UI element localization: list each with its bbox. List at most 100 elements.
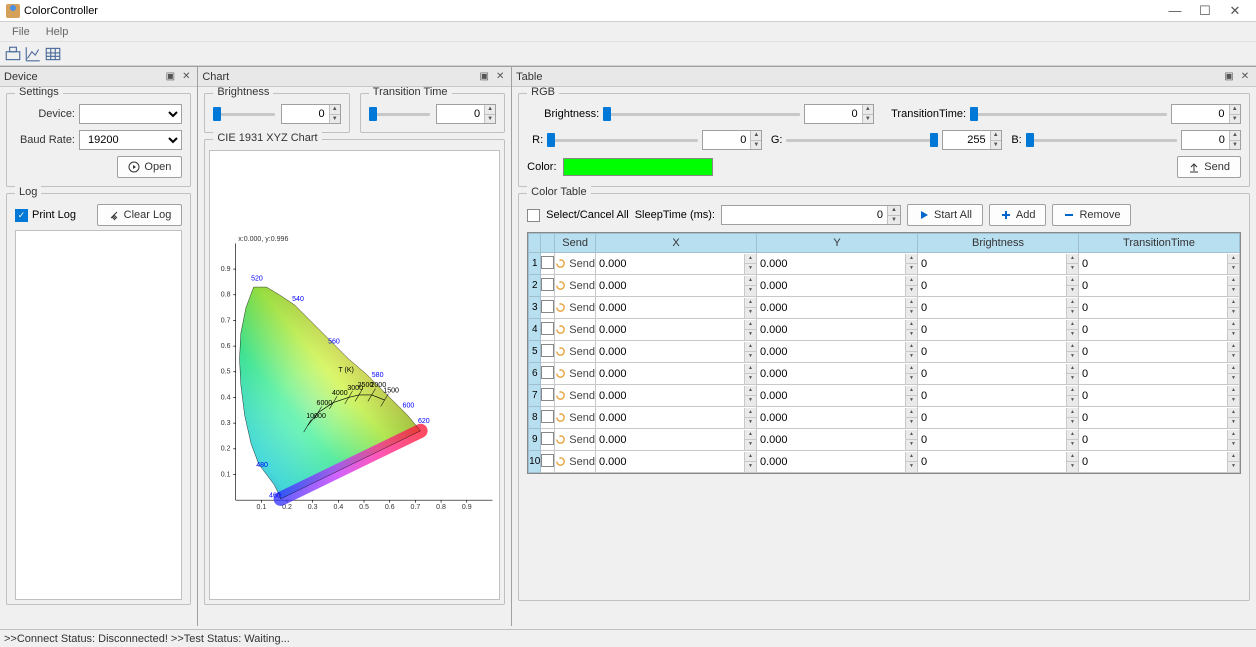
b-spinner[interactable]: ▲▼ [1181, 130, 1241, 150]
print-log-label: Print Log [32, 209, 76, 221]
g-spinner[interactable]: ▲▼ [942, 130, 1002, 150]
maximize-button[interactable]: ☐ [1190, 1, 1220, 21]
transition-slider[interactable] [369, 105, 430, 123]
minimize-button[interactable]: — [1160, 1, 1190, 21]
brightness-spinner[interactable]: ▲▼ [281, 104, 341, 124]
tool-config-icon[interactable] [4, 45, 22, 63]
plus-icon [1000, 209, 1012, 221]
menu-file[interactable]: File [4, 24, 38, 40]
row-checkbox[interactable] [541, 300, 554, 313]
rgb-transition-slider[interactable] [970, 105, 1167, 123]
color-grid[interactable]: SendXYBrightnessTransitionTime1Send▲▼▲▼▲… [527, 232, 1241, 474]
row-send-button[interactable]: Send [555, 434, 595, 446]
row-send-button[interactable]: Send [555, 368, 595, 380]
chart-panel: Chart ▣ ✕ Brightness ▲▼ [198, 67, 512, 626]
colortable-title: Color Table [527, 186, 590, 198]
row-checkbox[interactable] [541, 388, 554, 401]
cie-chart[interactable]: x:0.000, y:0.9960.10.20.30.40.50.60.70.8… [209, 150, 500, 600]
rgb-send-button[interactable]: Send [1177, 156, 1241, 178]
svg-text:4000: 4000 [332, 390, 348, 397]
row-checkbox[interactable] [541, 454, 554, 467]
row-send-button[interactable]: Send [555, 258, 595, 270]
device-label: Device: [15, 108, 75, 120]
chart-panel-close-icon[interactable]: ✕ [493, 70, 507, 84]
row-send-button[interactable]: Send [555, 324, 595, 336]
row-checkbox[interactable] [541, 432, 554, 445]
rgb-transition-label: TransitionTime: [878, 108, 966, 120]
rgb-group: RGB Brightness: ▲▼ TransitionTime: ▲▼ R:… [518, 93, 1250, 187]
svg-text:0.6: 0.6 [221, 343, 231, 350]
g-slider[interactable] [786, 131, 937, 149]
row-checkbox[interactable] [541, 410, 554, 423]
add-button[interactable]: Add [989, 204, 1047, 226]
transition-group: Transition Time ▲▼ [360, 93, 505, 133]
device-panel-float-icon[interactable]: ▣ [163, 70, 177, 84]
svg-text:600: 600 [403, 403, 415, 410]
open-button-label: Open [144, 161, 171, 173]
status-text: >>Connect Status: Disconnected! >>Test S… [4, 633, 290, 645]
svg-text:0.9: 0.9 [221, 266, 231, 273]
svg-text:T (K): T (K) [339, 367, 355, 374]
row-checkbox[interactable] [541, 256, 554, 269]
device-select[interactable] [79, 104, 182, 124]
settings-group: Settings Device: Baud Rate: 19200 Open [6, 93, 191, 187]
svg-text:0.2: 0.2 [221, 446, 231, 453]
row-send-button[interactable]: Send [555, 412, 595, 424]
r-slider[interactable] [547, 131, 698, 149]
row-send-button[interactable]: Send [555, 456, 595, 468]
transition-spinner[interactable]: ▲▼ [436, 104, 496, 124]
row-send-button[interactable]: Send [555, 302, 595, 314]
b-slider[interactable] [1026, 131, 1177, 149]
r-spinner[interactable]: ▲▼ [702, 130, 762, 150]
row-send-button[interactable]: Send [555, 280, 595, 292]
sleeptime-label: SleepTime (ms): [635, 209, 715, 221]
add-label: Add [1016, 209, 1036, 221]
brightness-group: Brightness ▲▼ [204, 93, 349, 133]
startall-button[interactable]: Start All [907, 204, 983, 226]
transition-title: Transition Time [369, 87, 452, 98]
row-send-button[interactable]: Send [555, 346, 595, 358]
select-all-checkbox[interactable] [527, 209, 540, 222]
print-log-checkbox[interactable]: ✓ [15, 209, 28, 222]
statusbar: >>Connect Status: Disconnected! >>Test S… [0, 629, 1256, 647]
close-button[interactable]: ✕ [1220, 1, 1250, 21]
rgb-brightness-slider[interactable] [603, 105, 800, 123]
rgb-brightness-spinner[interactable]: ▲▼ [804, 104, 874, 124]
chart-panel-float-icon[interactable]: ▣ [477, 70, 491, 84]
table-panel-float-icon[interactable]: ▣ [1222, 70, 1236, 84]
row-checkbox[interactable] [541, 278, 554, 291]
svg-text:0.7: 0.7 [221, 317, 231, 324]
svg-text:0.4: 0.4 [221, 394, 231, 401]
open-button[interactable]: Open [117, 156, 182, 178]
tool-table-icon[interactable] [44, 45, 62, 63]
svg-text:10000: 10000 [307, 413, 327, 420]
row-checkbox[interactable] [541, 322, 554, 335]
row-send-button[interactable]: Send [555, 390, 595, 402]
menu-help[interactable]: Help [38, 24, 77, 40]
row-checkbox[interactable] [541, 344, 554, 357]
brightness-slider[interactable] [213, 105, 274, 123]
row-checkbox[interactable] [541, 366, 554, 379]
clear-log-label: Clear Log [124, 209, 172, 221]
svg-text:x:0.000, y:0.996: x:0.000, y:0.996 [239, 236, 289, 243]
tool-chart-icon[interactable] [24, 45, 42, 63]
minus-icon [1063, 209, 1075, 221]
titlebar: ColorController — ☐ ✕ [0, 0, 1256, 22]
svg-text:0.5: 0.5 [221, 369, 231, 376]
svg-text:6000: 6000 [317, 400, 333, 407]
log-group: Log ✓ Print Log Clear Log [6, 193, 191, 605]
table-panel-close-icon[interactable]: ✕ [1238, 70, 1252, 84]
b-label: B: [1006, 134, 1022, 146]
table-panel-title: Table [516, 71, 542, 83]
baud-select[interactable]: 19200 [79, 130, 182, 150]
remove-button[interactable]: Remove [1052, 204, 1131, 226]
log-textarea[interactable] [15, 230, 182, 600]
svg-text:480: 480 [257, 462, 269, 469]
svg-text:0.3: 0.3 [221, 420, 231, 427]
sleeptime-spinner[interactable]: ▲▼ [721, 205, 901, 225]
device-panel-close-icon[interactable]: ✕ [179, 70, 193, 84]
clear-log-button[interactable]: Clear Log [97, 204, 183, 226]
table-panel: Table ▣ ✕ RGB Brightness: ▲▼ TransitionT… [512, 67, 1256, 626]
log-group-title: Log [15, 186, 41, 198]
rgb-transition-spinner[interactable]: ▲▼ [1171, 104, 1241, 124]
